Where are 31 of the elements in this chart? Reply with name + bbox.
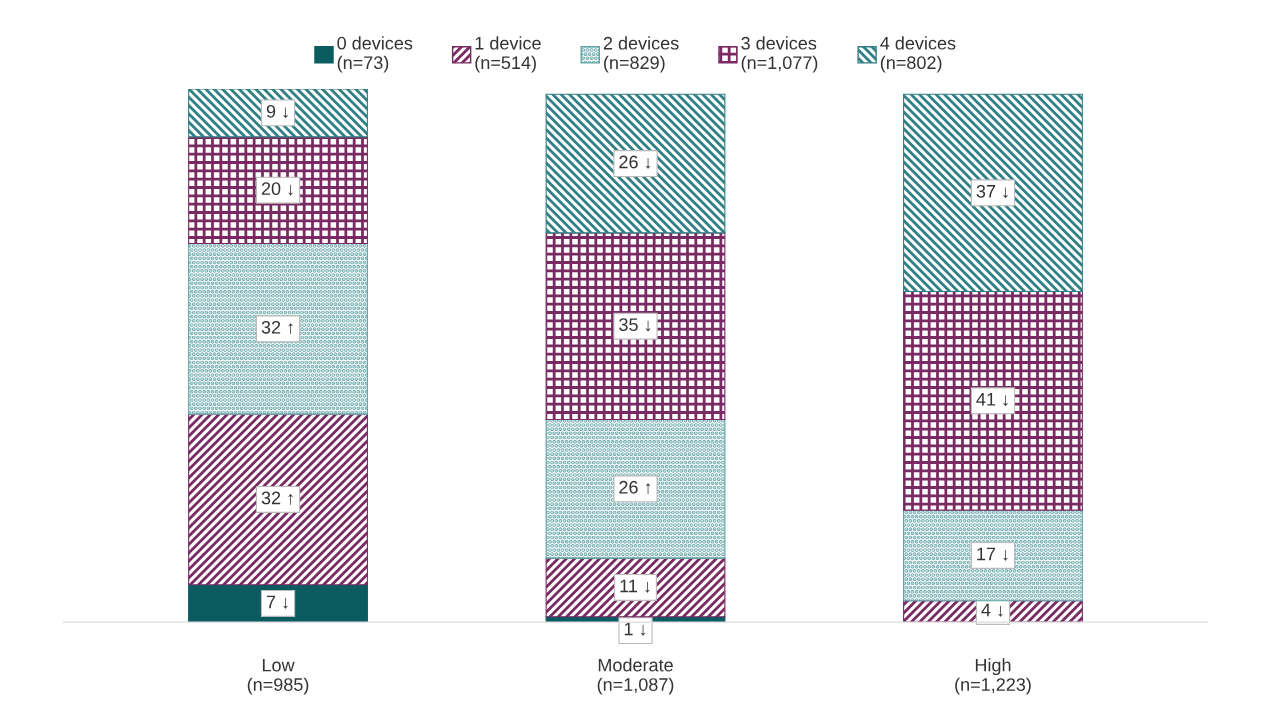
bar	[188, 136, 368, 245]
data-label: 26 ↓	[619, 155, 651, 169]
data-label: 41 ↓	[976, 393, 1008, 407]
bar	[545, 93, 726, 234]
legend-label: 2 devices (n=829)	[603, 36, 679, 73]
data-label: 37 ↓	[976, 184, 1008, 199]
bar	[903, 93, 1083, 293]
data-label: 20 ↓	[261, 182, 293, 196]
x-tick-label: Low (n=985)	[247, 658, 309, 695]
bar	[903, 509, 1083, 602]
x-tick-label: Moderate (n=1,087)	[597, 658, 674, 695]
data-label: 7 ↓	[266, 595, 288, 609]
bar	[545, 418, 726, 559]
data-label: 17 ↓	[977, 547, 1008, 561]
data-label: 35 ↓	[619, 318, 651, 332]
legend-label: 1 device (n=514)	[475, 36, 541, 73]
data-label: 11 ↓	[620, 579, 650, 593]
data-label: 1 ↓	[624, 622, 646, 636]
data-label: 26 ↑	[619, 480, 651, 495]
data-label: 9 ↓	[266, 104, 288, 119]
bar	[188, 413, 368, 586]
legend-label: 3 devices (n=1,077)	[741, 36, 818, 73]
legend-label: 0 devices (n=73)	[337, 36, 413, 73]
legend-label: 4 devices (n=802)	[880, 36, 956, 73]
data-label: 32 ↑	[261, 491, 293, 505]
bar	[903, 290, 1083, 511]
data-label: 4 ↓	[981, 603, 1003, 617]
data-label: 32 ↑	[261, 320, 293, 335]
x-tick-label: High (n=1,223)	[955, 658, 1031, 695]
bar	[188, 242, 368, 415]
bar	[545, 232, 726, 421]
